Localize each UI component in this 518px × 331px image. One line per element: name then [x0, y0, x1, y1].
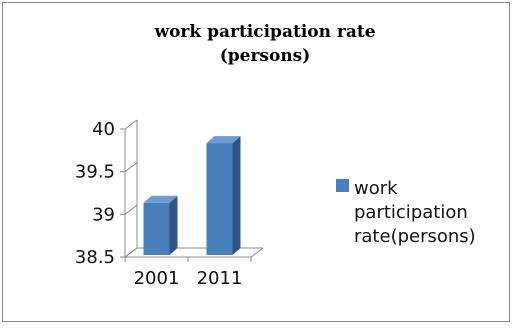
bar-top	[206, 136, 241, 144]
y-wall-tick	[124, 162, 138, 173]
bar-front	[143, 202, 170, 255]
chart-axes	[120, 119, 264, 262]
y-tick-labels: 38.5 39 39.5 40	[75, 119, 115, 268]
bar-top	[143, 195, 178, 203]
legend-label-line-1: work	[354, 178, 398, 199]
legend-label-line-2: participation	[354, 202, 468, 223]
legend-label-line-3: rate(persons)	[354, 226, 476, 247]
chart-title-line-1: work participation rate	[153, 22, 375, 42]
y-tick-label: 39.5	[75, 162, 115, 183]
x-tick-label: 2011	[197, 268, 243, 289]
y-wall-tick	[124, 204, 138, 215]
y-wall-tick	[124, 247, 138, 258]
y-tick-label: 40	[92, 119, 115, 140]
chart-frame: work participation rate (persons) 2001 20…	[2, 2, 510, 322]
y-tick-label: 38.5	[75, 247, 115, 268]
chart-svg: work participation rate (persons) 2001 20…	[75, 22, 476, 289]
chart-bars	[143, 136, 241, 255]
y-wall-tick	[124, 119, 138, 130]
bar-side	[169, 195, 178, 255]
legend-swatch	[336, 179, 349, 192]
bar-front	[206, 143, 233, 255]
floor-right-edge	[250, 247, 264, 258]
x-tick-labels: 2001 2011	[134, 268, 243, 289]
y-tick-label: 39	[92, 204, 115, 225]
chart-legend: work participation rate(persons)	[336, 178, 476, 247]
bar-2011	[206, 136, 241, 255]
bar-2001	[143, 195, 178, 255]
chart-title-line-2: (persons)	[220, 46, 311, 66]
bar-side	[232, 136, 241, 255]
x-tick-label: 2001	[134, 268, 180, 289]
